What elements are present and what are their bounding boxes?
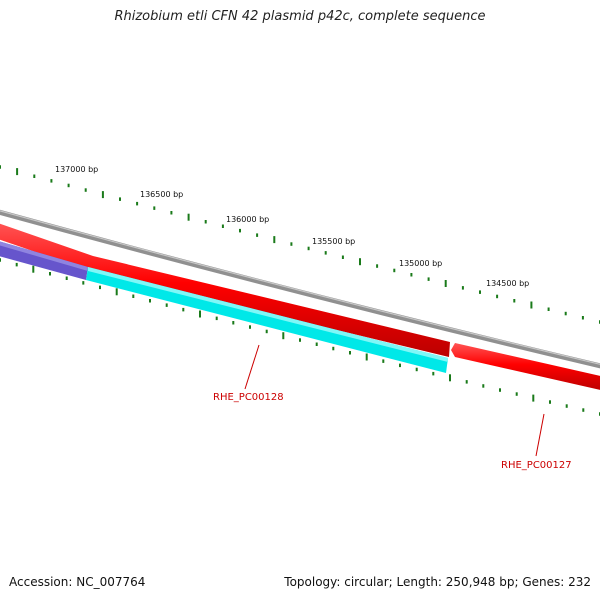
map-title: Rhizobium etli CFN 42 plasmid p42c, comp…	[114, 9, 486, 24]
sequence-backbone	[0, 209, 600, 369]
reverse-gene-purple-highlight	[0, 241, 88, 271]
position-label: 137000 bp	[55, 165, 98, 174]
reverse-gene-rhe-pc00128[interactable]	[86, 267, 448, 373]
inner-tick-ring	[0, 258, 600, 416]
position-label: 136000 bp	[226, 215, 269, 224]
backbone-highlight	[0, 210, 600, 365]
position-label: 134500 bp	[486, 279, 529, 288]
gene-label-leader	[535, 413, 545, 457]
forward-gene-rhe-pc00127[interactable]	[451, 343, 600, 391]
position-label: 135500 bp	[312, 237, 355, 246]
accession-text: Accession: NC_007764	[9, 575, 146, 589]
forward-gene-left[interactable]	[0, 222, 450, 357]
position-label: 136500 bp	[140, 190, 183, 199]
gene-label-rhe-pc00128[interactable]: RHE_PC00128	[213, 392, 284, 403]
position-label: 135000 bp	[399, 259, 442, 268]
sequence-summary: Topology: circular; Length: 250,948 bp; …	[284, 575, 591, 589]
position-labels: 137000 bp 136500 bp 136000 bp 135500 bp …	[55, 165, 529, 288]
gene-label-rhe-pc00127[interactable]: RHE_PC00127	[501, 460, 572, 471]
outer-tick-ring	[0, 165, 600, 324]
reverse-gene-cyan-highlight	[88, 267, 448, 362]
gene-label-leader	[244, 344, 260, 390]
